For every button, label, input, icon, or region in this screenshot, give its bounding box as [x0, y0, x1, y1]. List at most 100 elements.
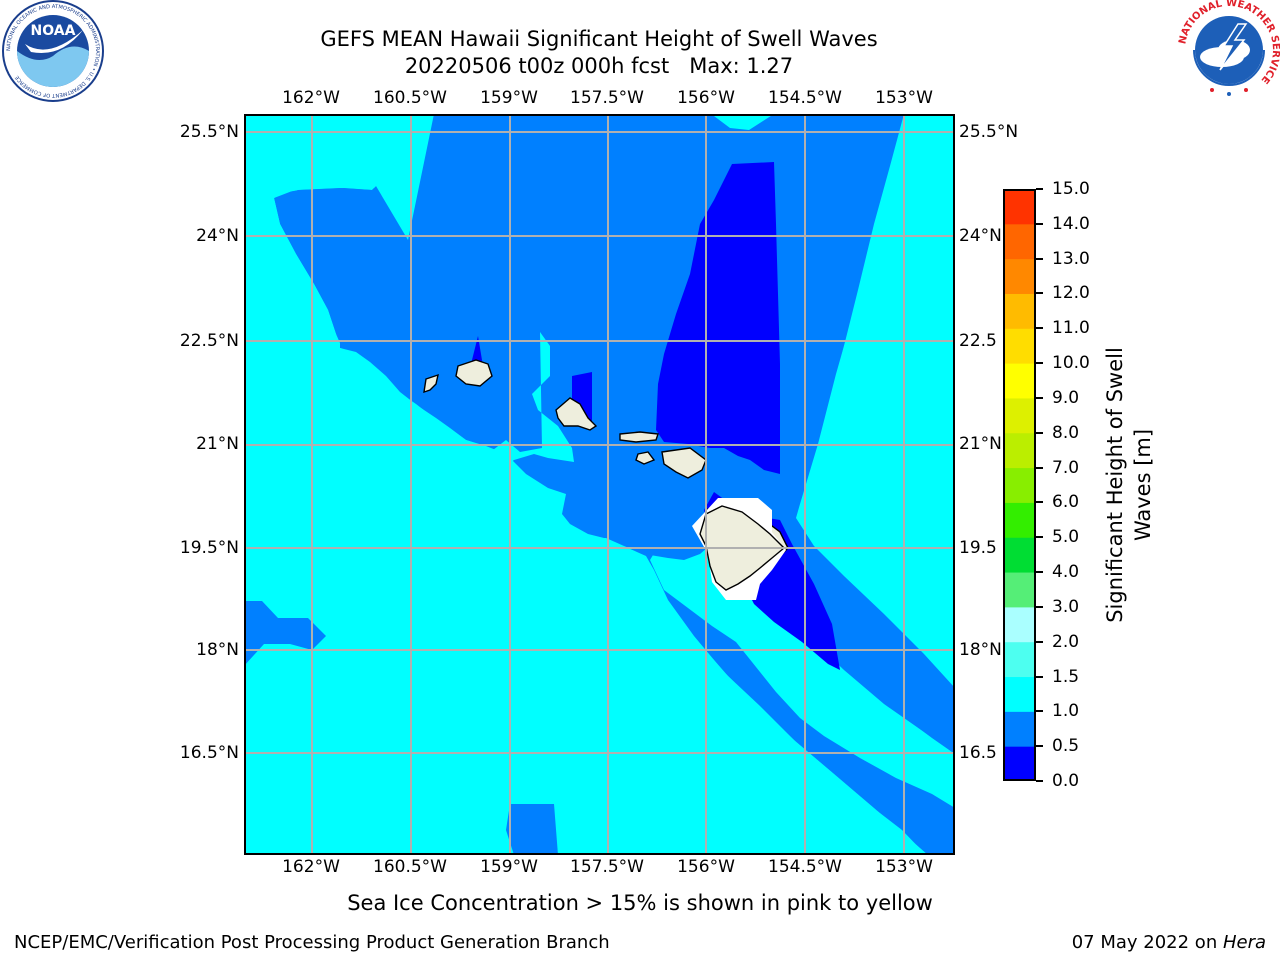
colorbar-band: [1003, 328, 1036, 364]
lon-label-top: 154.5°W: [768, 88, 842, 108]
colorbar-tick-mark: [1036, 188, 1043, 190]
lat-label-right: 18°N: [959, 640, 1002, 660]
colorbar-label-line1: Significant Height of Swell: [1103, 347, 1127, 623]
colorbar-tick-label: 11.0: [1052, 318, 1090, 339]
colorbar-band: [1003, 676, 1036, 712]
sea-ice-note-text: Sea Ice Concentration > 15% is shown in …: [347, 891, 933, 915]
colorbar-band: [1003, 363, 1036, 399]
colorbar-band: [1003, 537, 1036, 573]
colorbar-band: [1003, 572, 1036, 608]
swell-level-1-0-1-5-inlet: [376, 114, 434, 240]
lon-label-bottom: 156°W: [677, 857, 735, 877]
colorbar-tick-label: 10.0: [1052, 353, 1090, 374]
colorbar-tick-mark: [1036, 536, 1043, 539]
lon-label-bottom: 153°W: [875, 857, 933, 877]
lat-label-right: 16.5: [959, 743, 997, 763]
colorbar-tick-mark: [1036, 466, 1043, 469]
colorbar-label-line2: Waves [m]: [1131, 428, 1155, 542]
lat-label-left: 19.5°N: [179, 538, 239, 558]
lat-label-right: 24°N: [959, 226, 1002, 246]
lon-label-top: 153°W: [875, 88, 933, 108]
colorbar-tick-label: 3.0: [1052, 596, 1080, 617]
colorbar-tick-label: 13.0: [1052, 248, 1090, 269]
lat-label-left: 24°N: [196, 226, 239, 246]
map-subtitle: 20220506 t00z 000h fcst Max: 1.27: [404, 54, 794, 78]
colorbar-tick-mark: [1036, 710, 1043, 713]
lon-label-top: 160.5°W: [373, 88, 447, 108]
colorbar-tick-label: 14.0: [1052, 213, 1090, 234]
colorbar-tick-label: 15.0: [1052, 179, 1090, 199]
island-niihau: [423, 373, 439, 394]
colorbar-tick-mark: [1036, 640, 1043, 643]
lon-label-bottom: 162°W: [282, 857, 340, 877]
lon-label-top: 157.5°W: [570, 88, 644, 108]
lat-label-left: 22.5°N: [179, 331, 239, 351]
colorbar-tick-mark: [1036, 362, 1043, 365]
footer-date: 07 May 2022 on Hera: [1072, 932, 1266, 953]
colorbar-tick-label: 0.0: [1052, 771, 1080, 791]
colorbar-tick-mark: [1036, 222, 1043, 225]
island-oahu: [555, 397, 598, 431]
swell-level-1-0-1-5-west: [244, 114, 928, 855]
graticule: [244, 114, 955, 855]
colorbar-tick-mark: [1036, 745, 1043, 748]
map-border: [244, 114, 955, 855]
lon-label-top: 156°W: [677, 88, 735, 108]
swell-level-1-0-1-5-northeast: [800, 114, 955, 674]
footer-date-text: 07 May 2022 on: [1071, 932, 1223, 953]
colorbar-tick-mark: [1036, 571, 1043, 574]
colorbar-tick-mark: [1036, 605, 1043, 608]
swell-level-1-0-1-5-channel: [480, 332, 574, 474]
colorbar-tick-label: 4.0: [1052, 562, 1080, 583]
colorbar-tick-mark: [1036, 501, 1043, 504]
lon-label-bottom: 159°W: [480, 857, 538, 877]
colorbar-band: [1003, 223, 1036, 260]
sea-ice-note: Sea Ice Concentration > 15% is shown in …: [0, 891, 1280, 915]
colorbar-band: [1003, 467, 1036, 503]
colorbar-tick-mark: [1036, 396, 1043, 399]
colorbar-band: [1003, 502, 1036, 538]
lat-label-right: 25.5°N: [959, 122, 1019, 142]
map-title: GEFS MEAN Hawaii Significant Height of S…: [320, 27, 878, 51]
colorbar-band: [1003, 641, 1036, 678]
swell-map: [244, 114, 955, 855]
lon-label-bottom: 160.5°W: [373, 857, 447, 877]
lon-label-top: 159°W: [480, 88, 538, 108]
swell-level-0-5-1-0-south-patch: [506, 804, 558, 855]
colorbar-tick-label: 7.0: [1052, 457, 1080, 478]
colorbar-band: [1003, 432, 1036, 469]
nws-logo: NATIONAL WEATHER SERVICE: [1178, 0, 1280, 99]
colorbar-band: [1003, 397, 1036, 434]
noaa-logo: NATIONAL OCEANIC AND ATMOSPHERIC ADMINIS…: [2, 0, 104, 102]
lat-label-right: 19.5: [959, 538, 997, 558]
colorbar-band: [1003, 606, 1036, 643]
colorbar-band: [1003, 258, 1036, 294]
colorbar-tick-label: 1.0: [1052, 701, 1080, 722]
colorbar-tick-mark: [1036, 257, 1043, 260]
colorbar-band: [1003, 711, 1036, 747]
colorbar-band: [1003, 746, 1036, 781]
colorbar-band: [1003, 189, 1036, 225]
colorbar-tick-mark: [1036, 292, 1043, 295]
colorbar-tick-label: 9.0: [1052, 387, 1080, 408]
colorbar-tick-mark: [1036, 327, 1043, 330]
colorbar-tick-label: 12.0: [1052, 283, 1090, 304]
lon-label-bottom: 154.5°W: [768, 857, 842, 877]
colorbar-tick-mark: [1036, 431, 1043, 434]
colorbar-tick-label: 8.0: [1052, 422, 1080, 443]
lat-label-right: 22.5: [959, 331, 997, 351]
lat-label-right: 21°N: [959, 434, 1002, 454]
lat-label-left: 16.5°N: [179, 743, 239, 763]
colorbar: [1003, 189, 1036, 781]
colorbar-band: [1003, 293, 1036, 329]
colorbar-tick-label: 6.0: [1052, 492, 1080, 513]
island-lanai: [635, 451, 656, 465]
island-maui: [661, 447, 707, 479]
lat-label-left: 25.5°N: [179, 122, 239, 142]
lon-label-top: 162°W: [282, 88, 340, 108]
svg-text:NOAA: NOAA: [31, 23, 76, 39]
colorbar-tick-mark: [1036, 675, 1043, 678]
swell-level-0-5-1-0-west-patch: [244, 601, 326, 666]
footer-machine: Hera: [1222, 932, 1266, 953]
colorbar-tick-label: 2.0: [1052, 631, 1080, 652]
